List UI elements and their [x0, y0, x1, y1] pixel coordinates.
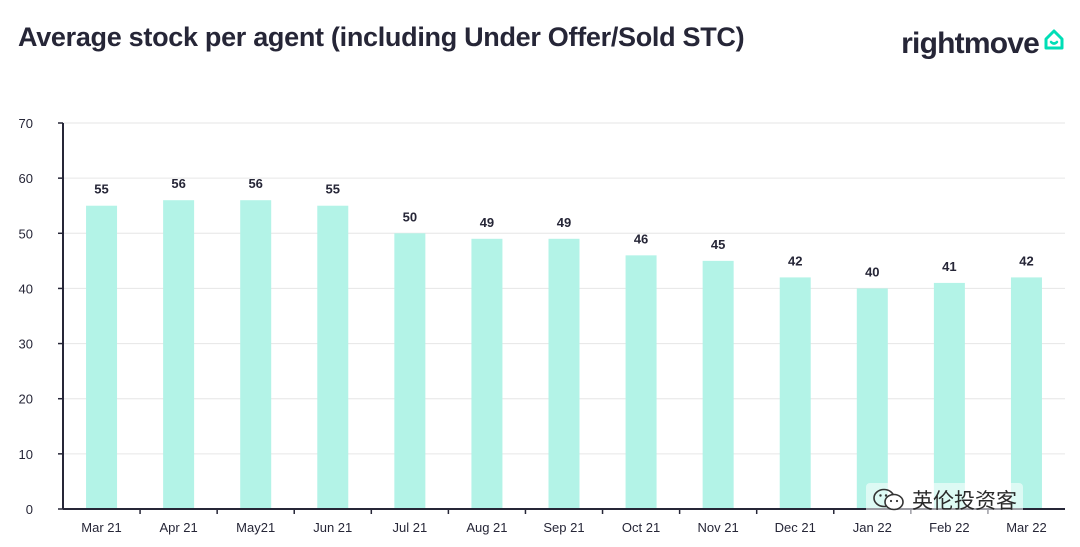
- x-tick-label: Jul 21: [392, 520, 427, 535]
- bar: [702, 260, 734, 509]
- y-tick-label: 20: [19, 392, 33, 407]
- data-label: 42: [1019, 253, 1033, 268]
- bar: [779, 277, 811, 509]
- data-label: 41: [942, 259, 956, 274]
- data-label: 42: [788, 253, 802, 268]
- watermark: 英伦投资客: [866, 483, 1023, 517]
- chart-title: Average stock per agent (including Under…: [18, 22, 745, 52]
- x-tick-label: Jan 22: [853, 520, 892, 535]
- y-tick-label: 10: [19, 447, 33, 462]
- x-tick-label: Mar 21: [81, 520, 121, 535]
- data-label: 55: [326, 182, 340, 197]
- bar-layer: [86, 200, 1042, 510]
- y-tick-label: 30: [19, 337, 33, 352]
- watermark-text: 英伦投资客: [912, 489, 1017, 513]
- x-tick-label: Mar 22: [1006, 520, 1046, 535]
- data-label: 49: [557, 215, 571, 230]
- wechat-icon: [873, 488, 904, 511]
- bar: [86, 205, 118, 509]
- brand-name: rightmove: [901, 27, 1040, 60]
- bar: [548, 238, 580, 510]
- bar: [163, 200, 195, 509]
- y-tick-label: 60: [19, 171, 33, 186]
- x-tick-label: Oct 21: [622, 520, 660, 535]
- bar: [933, 282, 965, 509]
- x-tick-label: Apr 21: [159, 520, 197, 535]
- data-label: 49: [480, 215, 494, 230]
- x-tick-label: Feb 22: [929, 520, 969, 535]
- bar: [856, 288, 888, 509]
- data-label: 46: [634, 231, 648, 246]
- data-label: 45: [711, 237, 725, 252]
- house-icon: [1044, 29, 1064, 50]
- data-label: 55: [94, 182, 108, 197]
- data-label: 56: [248, 176, 262, 191]
- brand-logo: rightmove: [901, 22, 1066, 66]
- data-label: 50: [403, 209, 417, 224]
- bar: [625, 255, 657, 509]
- label-layer: 55 Mar 21 56 Apr 21 56 May21 55 Jun 21 50 Jul 21 4…: [81, 176, 1046, 535]
- bar: [471, 238, 503, 510]
- x-tick-label: Sep 21: [543, 520, 584, 535]
- bar: [240, 200, 272, 509]
- y-tick-label: 40: [19, 281, 33, 296]
- bar: [394, 233, 426, 510]
- y-tick-label: 0: [26, 502, 33, 517]
- bar: [1010, 277, 1042, 509]
- y-tick-label: 50: [19, 226, 33, 241]
- data-label: 56: [171, 176, 185, 191]
- x-tick-label: Jun 21: [313, 520, 352, 535]
- data-label: 40: [865, 264, 879, 279]
- x-tick-label: Nov 21: [698, 520, 739, 535]
- x-tick-label: Dec 21: [775, 520, 816, 535]
- x-tick-label: May21: [236, 520, 275, 535]
- bar: [317, 205, 349, 509]
- y-tick-label: 70: [19, 116, 33, 131]
- x-tick-label: Aug 21: [466, 520, 507, 535]
